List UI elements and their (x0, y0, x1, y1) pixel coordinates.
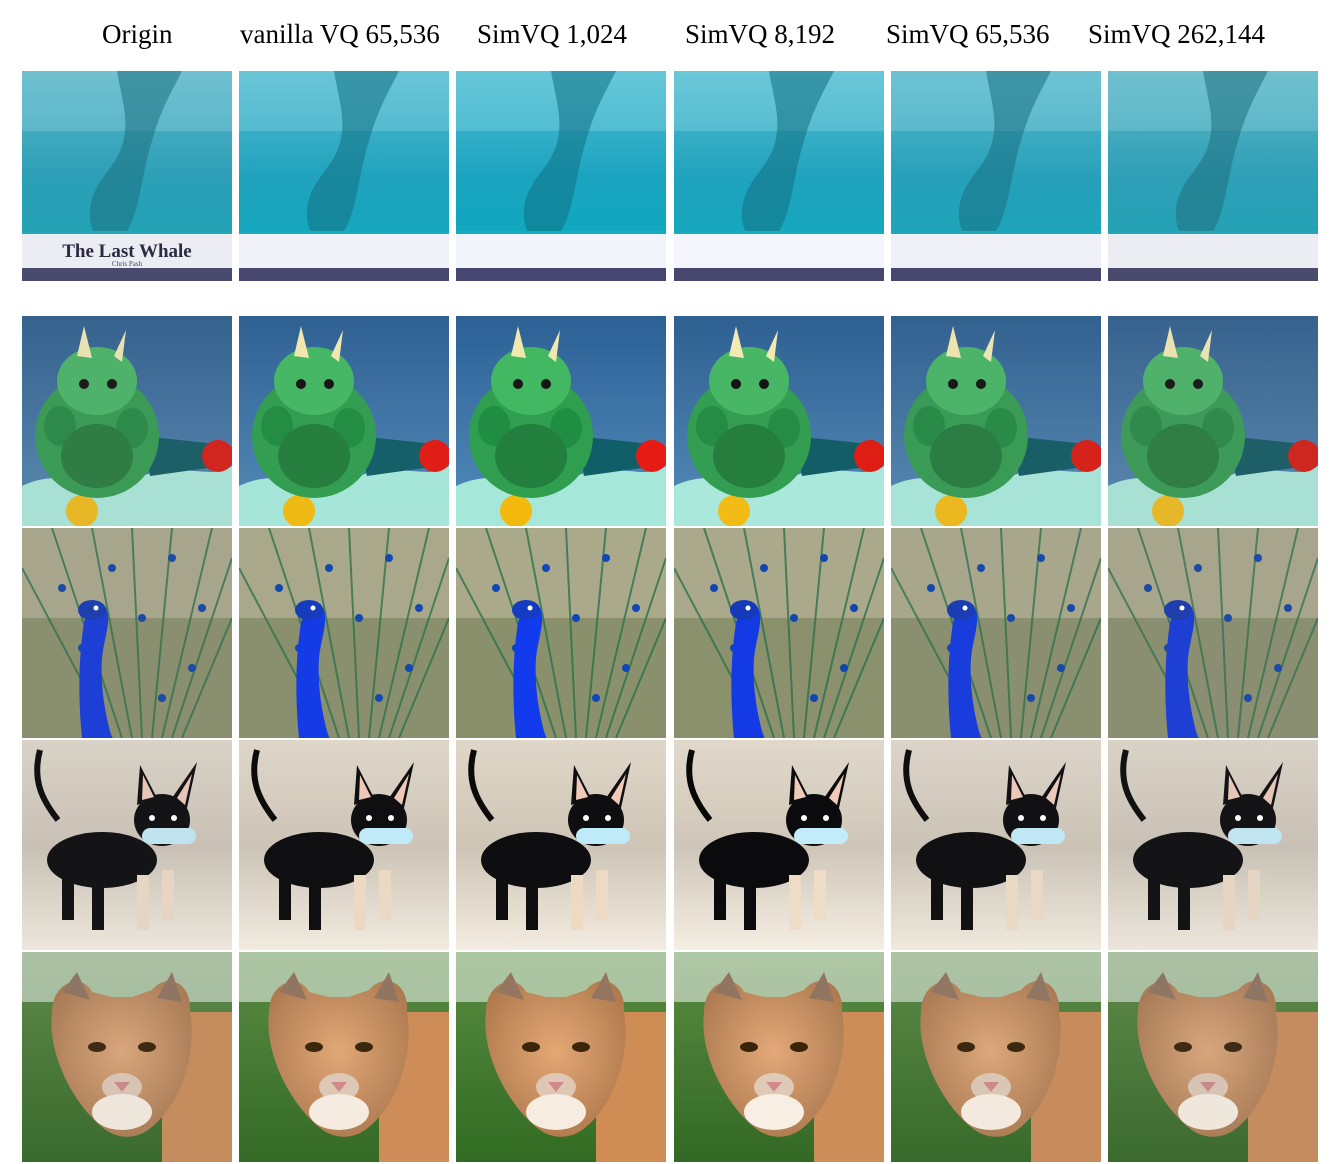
image-cougar-simvq-8192 (674, 952, 884, 1162)
image-dog-simvq-8192 (674, 740, 884, 950)
image-cougar-simvq-65536 (891, 952, 1101, 1162)
image-peacock-simvq-65536 (891, 528, 1101, 738)
image-dino-simvq-65536 (891, 316, 1101, 526)
image-whale-simvq-262144 (1108, 71, 1318, 281)
image-dog-simvq-65536 (891, 740, 1101, 950)
image-dino-simvq-262144 (1108, 316, 1318, 526)
image-cougar-vanilla-vq (239, 952, 449, 1162)
image-whale-simvq-1024 (456, 71, 666, 281)
column-header-simvq-8192: SimVQ 8,192 (685, 19, 836, 49)
image-dog-simvq-1024 (456, 740, 666, 950)
image-peacock-simvq-1024 (456, 528, 666, 738)
column-header-simvq-1024: SimVQ 1,024 (477, 19, 628, 49)
image-whale-origin: The Last Whale Chris Pash (22, 71, 232, 281)
banner-title: The Last Whale (62, 241, 192, 262)
banner-author: Chris Pash (112, 260, 143, 268)
column-header-vanilla-vq-65536: vanilla VQ 65,536 (240, 19, 440, 49)
image-cougar-simvq-262144 (1108, 952, 1318, 1162)
column-header-origin: Origin (102, 19, 173, 49)
column-header-simvq-262144: SimVQ 262,144 (1088, 19, 1266, 49)
image-peacock-origin (22, 528, 232, 738)
image-cougar-origin (22, 952, 232, 1162)
image-peacock-vanilla-vq (239, 528, 449, 738)
image-dog-vanilla-vq (239, 740, 449, 950)
image-dino-simvq-1024 (456, 316, 666, 526)
image-peacock-simvq-262144 (1108, 528, 1318, 738)
image-dino-simvq-8192 (674, 316, 884, 526)
image-dog-origin (22, 740, 232, 950)
image-whale-simvq-65536 (891, 71, 1101, 281)
image-whale-simvq-8192 (674, 71, 884, 281)
image-cougar-simvq-1024 (456, 952, 666, 1162)
image-dino-origin (22, 316, 232, 526)
image-dog-simvq-262144 (1108, 740, 1318, 950)
column-header-simvq-65536: SimVQ 65,536 (886, 19, 1050, 49)
image-peacock-simvq-8192 (674, 528, 884, 738)
image-whale-vanilla-vq (239, 71, 449, 281)
image-dino-vanilla-vq (239, 316, 449, 526)
